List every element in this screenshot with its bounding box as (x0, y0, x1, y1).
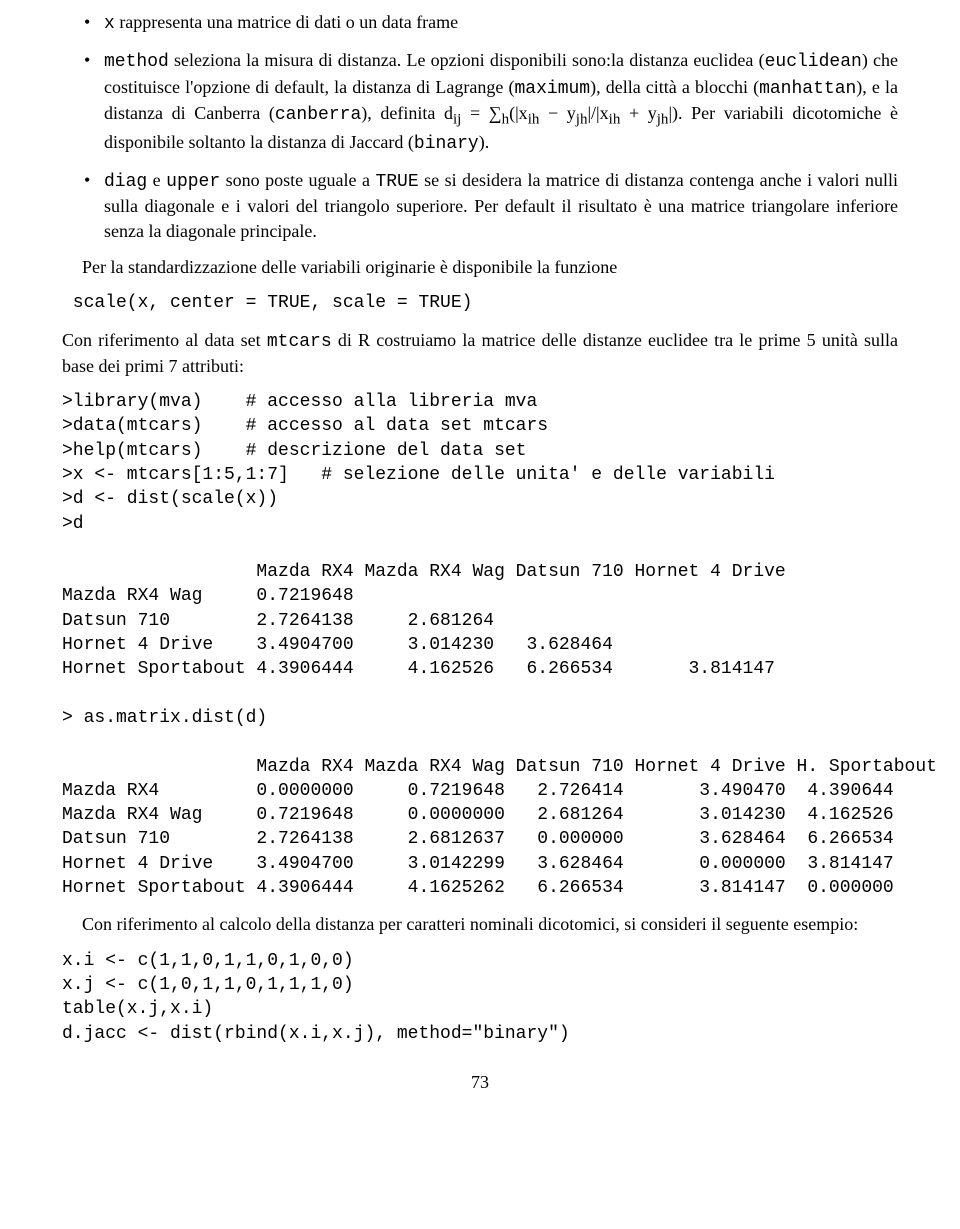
page-number: 73 (62, 1070, 898, 1094)
subscript: ih (528, 111, 540, 127)
subscript: jh (576, 111, 588, 127)
text: sono poste uguale a (220, 170, 375, 190)
text: e (147, 170, 166, 190)
text: ), della città a blocchi ( (590, 77, 759, 97)
text: Con riferimento al data set (62, 330, 267, 350)
paragraph-dichotomic: Con riferimento al calcolo della distanz… (62, 912, 898, 936)
code-binary: x.i <- c(1,1,0,1,1,0,1,0,0) x.j <- c(1,0… (62, 949, 898, 1046)
text: seleziona la misura di distanza. Le opzi… (169, 50, 765, 70)
text: ), definita d (361, 103, 453, 123)
code-asmatrix: > as.matrix.dist(d) (62, 706, 898, 730)
paragraph-mtcars: Con riferimento al data set mtcars di R … (62, 328, 898, 379)
code-inline: x (104, 14, 115, 34)
code-inline: mtcars (267, 332, 332, 352)
code-inline: method (104, 52, 169, 72)
code-inline: upper (166, 172, 220, 192)
code-scale: scale(x, center = TRUE, scale = TRUE) (62, 291, 898, 315)
code-matrix-output: Mazda RX4 Mazda RX4 Wag Datsun 710 Horne… (62, 755, 898, 901)
code-inline: euclidean (765, 52, 862, 72)
code-library: >library(mva) # accesso alla libreria mv… (62, 390, 898, 536)
subscript: ih (609, 111, 621, 127)
text: = ∑ (461, 103, 501, 123)
text: |/|x (587, 103, 608, 123)
code-inline: diag (104, 172, 147, 192)
code-inline: canberra (275, 105, 361, 125)
bullet-list: x rappresenta una matrice di dati o un d… (62, 10, 898, 243)
bullet-item-x: x rappresenta una matrice di dati o un d… (62, 10, 898, 36)
subscript: jh (657, 111, 669, 127)
text: (|x (509, 103, 528, 123)
code-inline: binary (414, 134, 479, 154)
code-inline: TRUE (375, 172, 418, 192)
subscript: h (502, 111, 510, 127)
text: ). (479, 132, 490, 152)
code-inline: maximum (514, 79, 590, 99)
text: rappresenta una matrice di dati o un dat… (115, 12, 458, 32)
bullet-item-method: method seleziona la misura di distanza. … (62, 48, 898, 156)
text: − y (539, 103, 575, 123)
text: + y (620, 103, 656, 123)
code-dist-output: Mazda RX4 Mazda RX4 Wag Datsun 710 Horne… (62, 560, 898, 681)
code-inline: manhattan (759, 79, 856, 99)
bullet-item-diag: diag e upper sono poste uguale a TRUE se… (62, 168, 898, 243)
paragraph-standardization: Per la standardizzazione delle variabili… (62, 255, 898, 279)
